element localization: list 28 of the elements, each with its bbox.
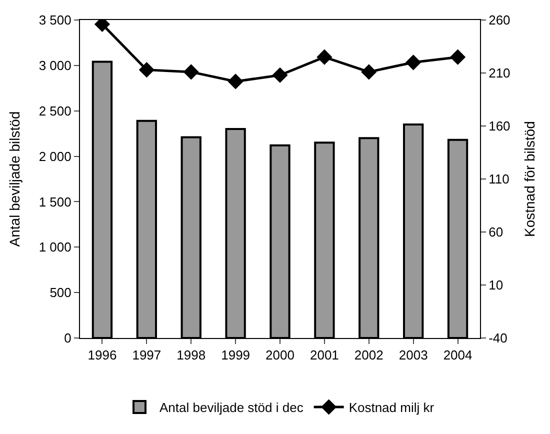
y2-tick-label: -40	[488, 330, 508, 346]
y2-tick-label: 160	[488, 118, 510, 134]
x-tick-label: 2003	[398, 348, 428, 363]
y2-tick-label: 260	[488, 12, 510, 28]
x-tick-label: 1999	[221, 348, 250, 363]
y-tick-label: 2 000	[38, 148, 72, 164]
x-tick-label: 2000	[266, 348, 294, 363]
y-tick-label: 2 500	[38, 103, 72, 118]
x-tick-label: 2002	[354, 348, 384, 363]
y2-tick-label: 110	[488, 172, 510, 187]
legend-label: Kostnad milj kr	[348, 400, 435, 416]
x-tick-label: 1997	[132, 348, 162, 363]
y-tick-label: 3 500	[38, 12, 72, 28]
y-tick-label: 500	[50, 285, 72, 300]
x-tick-label: 2001	[310, 348, 339, 363]
x-tick-label: 1998	[176, 348, 206, 363]
x-tick-label: 2004	[443, 348, 472, 363]
y-tick-label: 0	[64, 330, 72, 346]
y-tick-label: 1 500	[38, 194, 72, 210]
x-tick-label: 1996	[88, 348, 117, 363]
y-tick-label: 1 000	[38, 240, 72, 255]
y-axis-title: Antal beviljade bilstöd	[6, 111, 22, 247]
y2-tick-label: 60	[488, 224, 504, 240]
legend-label: Antal beviljade stöd i dec	[160, 400, 304, 416]
y2-tick-label: 210	[488, 66, 510, 81]
y2-tick-label: 10	[488, 278, 504, 293]
y-tick-label: 3 000	[38, 58, 72, 73]
y2-axis-title: Kostnad för bilstöd	[522, 121, 538, 237]
